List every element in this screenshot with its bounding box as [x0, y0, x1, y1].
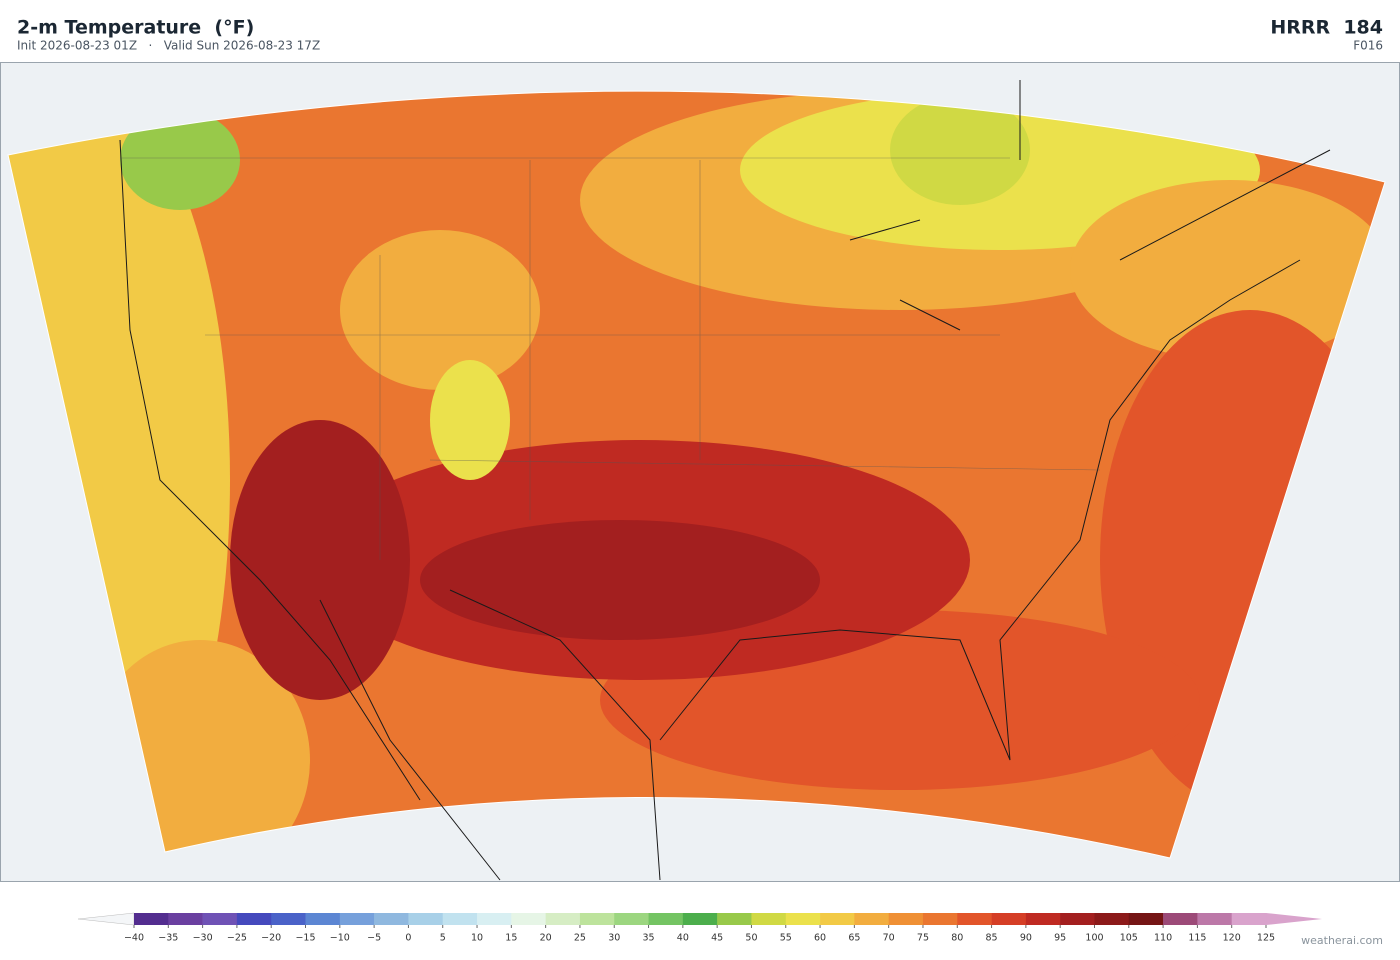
colorbar-tick-label: 85 — [986, 933, 998, 944]
colorbar-segment — [511, 913, 546, 925]
subtitle: Init 2026-08-23 01Z · Valid Sun 2026-08-… — [17, 39, 320, 53]
colorbar-segment — [134, 913, 169, 925]
colorbar-segment — [991, 913, 1027, 925]
colorbar-tick-label: 105 — [1120, 933, 1138, 944]
colorbar-tick-label: 60 — [814, 933, 826, 944]
colorbar-segment — [785, 913, 821, 925]
domain-outline — [7, 90, 1386, 859]
colorbar-segment — [236, 913, 272, 925]
colorbar-tick-label: 40 — [677, 933, 689, 944]
colorbar-tick-label: 55 — [780, 933, 792, 944]
colorbar-segment — [717, 913, 752, 925]
colorbar-tick-label: 10 — [471, 933, 483, 944]
colorbar-segment — [545, 913, 581, 925]
colorbar-tick-label: 75 — [917, 933, 929, 944]
colorbar-tick-label: 20 — [540, 933, 552, 944]
colorbar-tick-label: 5 — [440, 933, 446, 944]
colorbar-tick-label: 90 — [1020, 933, 1032, 944]
colorbar-segment — [682, 913, 718, 925]
colorbar-tick-label: 30 — [608, 933, 620, 944]
colorbar-tick-label: −20 — [261, 933, 281, 944]
colorbar-segment — [1128, 913, 1164, 925]
model-label: HRRR 184 — [1270, 17, 1383, 39]
colorbar-segment — [339, 913, 375, 925]
colorbar-tick-label: 100 — [1085, 933, 1103, 944]
colorbar-segment — [1094, 913, 1130, 925]
colorbar-tick-label: 15 — [505, 933, 517, 944]
colorbar-segment — [751, 913, 787, 925]
colorbar-segment — [579, 913, 615, 925]
colorbar-tick-label: 50 — [745, 933, 757, 944]
colorbar-segment — [1197, 913, 1232, 925]
colorbar-tick-label: 70 — [883, 933, 895, 944]
colorbar-tick-label: 110 — [1154, 933, 1172, 944]
colorbar-segment — [648, 913, 684, 925]
colorbar-tick-label: −30 — [193, 933, 213, 944]
coastlines — [119, 80, 1331, 881]
colorbar-tick-label: 120 — [1223, 933, 1241, 944]
title: 2-m Temperature (°F) — [17, 17, 254, 39]
colorbar-tick-label: −5 — [367, 933, 381, 944]
colorbar-segment — [202, 913, 238, 925]
colorbar-tick-label: −15 — [295, 933, 315, 944]
colorbar-segment — [1231, 913, 1267, 925]
colorbar-tick-label: 45 — [711, 933, 723, 944]
colorbar-under — [77, 912, 135, 926]
colorbar-segment — [957, 913, 992, 925]
colorbar-tick-label: −10 — [330, 933, 350, 944]
colorbar-segment — [477, 913, 512, 925]
colorbar-tick-label: 25 — [574, 933, 586, 944]
colorbar-tick-label: 125 — [1257, 933, 1275, 944]
colorbar-segment — [168, 913, 203, 925]
colorbar-tick-label: −35 — [158, 933, 178, 944]
colorbar-segment — [888, 913, 924, 925]
colorbar-segment — [1163, 913, 1198, 925]
colorbar-segment — [820, 913, 855, 925]
colorbar-segment — [1025, 913, 1061, 925]
state-borders — [120, 157, 1101, 560]
colorbar-segment — [305, 913, 341, 925]
colorbar: −40 −35 −30 −25 −20 −15 −10 −5 0 5 10 15 20 25 30 35 40 4… — [77, 912, 1322, 944]
colorbar-segment — [1060, 913, 1095, 925]
colorbar-tick-label: −40 — [124, 933, 144, 944]
colorbar-tick-label: 0 — [405, 933, 411, 944]
colorbar-segment — [854, 913, 889, 925]
colorbar-segment — [442, 913, 478, 925]
colorbar-tick-label: 80 — [951, 933, 963, 944]
credit: weatherai.com — [1301, 934, 1383, 947]
colorbar-tick-label: −25 — [227, 933, 247, 944]
colorbar-tick-label: 95 — [1054, 933, 1066, 944]
colorbar-segment — [271, 913, 306, 925]
colorbar-segment — [408, 913, 444, 925]
colorbar-over — [1266, 913, 1322, 925]
colorbar-tick-label: 35 — [642, 933, 654, 944]
colorbar-segment — [374, 913, 409, 925]
colorbar-segment — [614, 913, 649, 925]
colorbar-tick-label: 65 — [848, 933, 860, 944]
forecast-hour: F016 — [1353, 39, 1383, 53]
colorbar-segment — [922, 913, 958, 925]
colorbar-tick-label: 115 — [1188, 933, 1206, 944]
